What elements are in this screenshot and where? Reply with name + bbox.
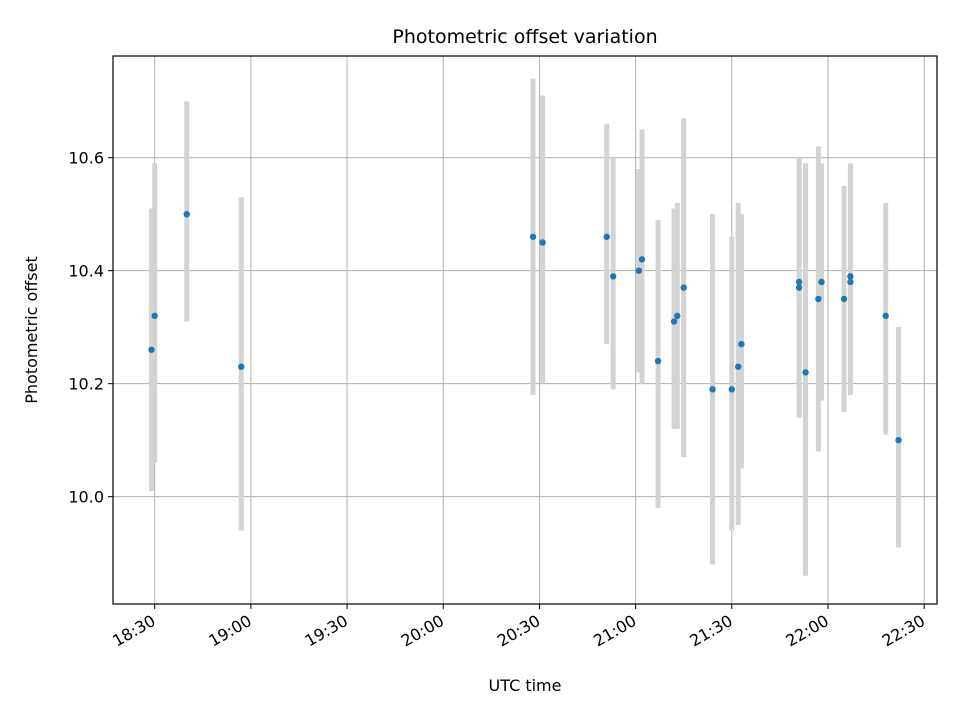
data-point	[638, 256, 646, 263]
data-point	[670, 318, 678, 325]
data-point	[847, 278, 854, 286]
x-axis-label: UTC time	[489, 676, 562, 695]
data-point	[882, 312, 889, 320]
data-point	[738, 340, 745, 348]
data-point	[529, 233, 537, 240]
y-tick-label: 10.0	[68, 488, 104, 507]
data-point	[709, 386, 716, 393]
data-point	[728, 386, 736, 393]
data-point	[674, 312, 681, 320]
data-point	[603, 233, 610, 240]
data-point	[654, 357, 662, 365]
data-point	[818, 278, 825, 286]
y-tick-label: 10.2	[68, 375, 104, 394]
data-point	[183, 210, 190, 218]
data-point	[895, 436, 902, 444]
data-point	[795, 284, 803, 291]
data-point	[151, 312, 158, 320]
y-tick-label: 10.6	[68, 149, 104, 168]
data-point	[539, 239, 546, 246]
data-point	[635, 267, 643, 274]
data-point	[815, 295, 822, 303]
y-axis-label: Photometric offset	[22, 256, 41, 404]
data-point	[840, 295, 848, 303]
data-point	[148, 346, 155, 353]
data-point	[680, 284, 687, 291]
data-points	[148, 210, 902, 444]
data-point	[238, 363, 245, 370]
chart-title: Photometric offset variation	[392, 26, 657, 48]
data-point	[609, 273, 617, 280]
y-axis: 10.0 10.2 10.4 10.6	[68, 149, 113, 507]
data-point	[795, 278, 803, 286]
data-point	[847, 273, 854, 280]
plot-frame	[112, 55, 938, 605]
data-point	[735, 363, 742, 370]
data-point	[802, 369, 809, 376]
y-tick-label: 10.4	[68, 262, 104, 281]
